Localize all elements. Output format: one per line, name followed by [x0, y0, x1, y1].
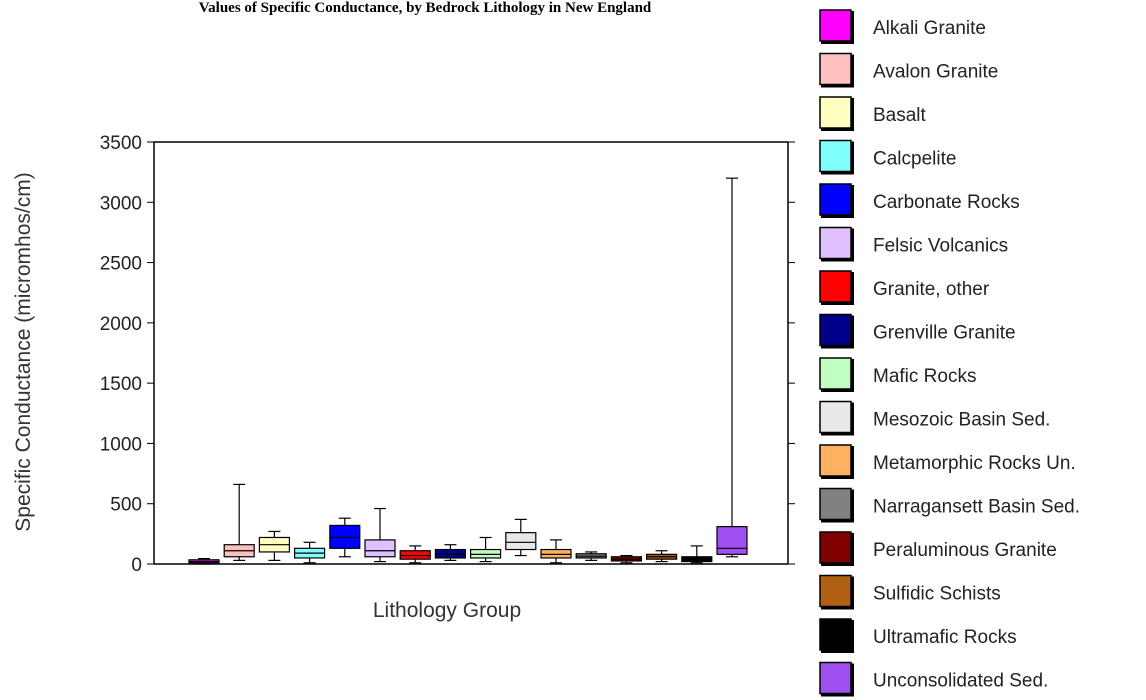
legend-label: Unconsolidated Sed.	[873, 671, 1048, 692]
legend-label: Mesozoic Basin Sed.	[873, 410, 1050, 431]
legend-label: Ultramafic Rocks	[873, 627, 1017, 648]
legend-label: Basalt	[873, 105, 927, 126]
y-tick-label: 1500	[100, 374, 142, 395]
box-grenville-granite	[434, 544, 466, 561]
legend-label: Calcpelite	[873, 149, 956, 170]
legend-swatch	[819, 52, 852, 86]
legend-item: Granite, other	[819, 270, 990, 305]
y-tick-label: 3500	[100, 133, 142, 154]
legend-swatch	[819, 183, 852, 216]
legend-item: Peraluminous Granite	[819, 531, 1057, 566]
legend-swatch	[819, 531, 852, 564]
plot-frame	[153, 141, 789, 565]
legend-item: Unconsolidated Sed.	[819, 661, 1048, 697]
box-iqr	[505, 532, 537, 551]
box-iqr	[364, 539, 396, 558]
legend-item: Carbonate Rocks	[819, 183, 1020, 218]
legend-swatch	[819, 574, 852, 608]
legend-item: Avalon Granite	[819, 52, 998, 88]
y-tick-label: 2500	[100, 254, 142, 275]
legend-item: Narragansett Basin Sed.	[819, 487, 1080, 523]
box-iqr	[540, 548, 572, 559]
legend-label: Peraluminous Granite	[873, 540, 1057, 561]
legend-item: Alkali Granite	[819, 9, 986, 44]
box-iqr	[434, 548, 466, 559]
legend-item: Mafic Rocks	[819, 357, 976, 392]
legend-swatch	[819, 357, 852, 390]
y-axis-label: Specific Conductance (micromhos/cm)	[12, 172, 35, 531]
legend-label: Sulfidic Schists	[873, 584, 1001, 605]
y-tick-label: 1000	[100, 434, 142, 455]
box-metamorphic-rocks-un	[540, 539, 572, 564]
box-unconsolidated-sed	[716, 177, 748, 558]
box-sulfidic-schists	[645, 550, 678, 563]
box-carbonate-rocks	[329, 517, 361, 558]
legend-item: Ultramafic Rocks	[819, 618, 1017, 653]
box-granite-other	[399, 545, 431, 564]
legend-swatch	[819, 9, 852, 42]
legend-label: Avalon Granite	[873, 62, 998, 83]
box-iqr	[399, 550, 431, 560]
legend-label: Grenville Granite	[873, 323, 1016, 344]
legend-swatch	[819, 444, 852, 477]
legend-label: Narragansett Basin Sed.	[873, 497, 1080, 518]
box-ultramafic-rocks	[681, 545, 713, 564]
box-iqr	[470, 548, 502, 559]
legend-swatch	[819, 226, 852, 260]
legend-item: Grenville Granite	[819, 313, 1016, 349]
legend-swatch	[819, 139, 852, 173]
box-peraluminous-granite	[610, 554, 643, 564]
y-axis: 0 500 1000 1500 2000 2500 3000 3500	[100, 133, 795, 576]
legend-item: Felsic Volcanics	[819, 226, 1008, 262]
box-narragansett-basin-sed	[575, 551, 607, 561]
box-calcpelite	[294, 541, 326, 564]
y-tick-label: 2000	[100, 314, 142, 335]
box-avalon-granite	[223, 483, 255, 561]
box-iqr	[716, 526, 748, 555]
legend-swatch	[819, 400, 852, 434]
legend-label: Metamorphic Rocks Un.	[873, 453, 1076, 474]
y-tick-label: 0	[131, 555, 142, 576]
legend-label: Felsic Volcanics	[873, 236, 1008, 257]
legend-swatch	[819, 96, 852, 129]
legend: Alkali Granite Avalon Granite Basalt Calcpe…	[819, 9, 1080, 697]
box-basalt	[258, 530, 290, 561]
legend-item: Calcpelite	[819, 139, 956, 175]
legend-swatch	[819, 270, 852, 303]
box-iqr	[329, 524, 361, 549]
y-tick-label: 500	[110, 495, 142, 516]
legend-item: Mesozoic Basin Sed.	[819, 400, 1050, 436]
box-alkali-granite	[188, 557, 220, 565]
legend-swatch	[819, 661, 852, 695]
box-felsic-volcanics	[364, 507, 396, 563]
box-mafic-rocks	[470, 536, 502, 563]
chart-title: Values of Specific Conductance, by Bedro…	[198, 0, 652, 16]
legend-item: Sulfidic Schists	[819, 574, 1001, 610]
legend-swatch	[819, 618, 852, 651]
legend-label: Granite, other	[873, 279, 990, 300]
x-axis-label: Lithology Group	[373, 599, 521, 622]
y-tick-label: 3000	[100, 193, 142, 214]
legend-item: Metamorphic Rocks Un.	[819, 444, 1076, 479]
legend-label: Mafic Rocks	[873, 366, 976, 387]
legend-label: Carbonate Rocks	[873, 192, 1020, 213]
legend-swatch	[819, 487, 852, 521]
legend-label: Alkali Granite	[873, 18, 986, 39]
boxes	[188, 177, 748, 565]
legend-item: Basalt	[819, 96, 927, 131]
legend-swatch	[819, 313, 852, 347]
box-mesozoic-basin-sed	[505, 518, 537, 557]
